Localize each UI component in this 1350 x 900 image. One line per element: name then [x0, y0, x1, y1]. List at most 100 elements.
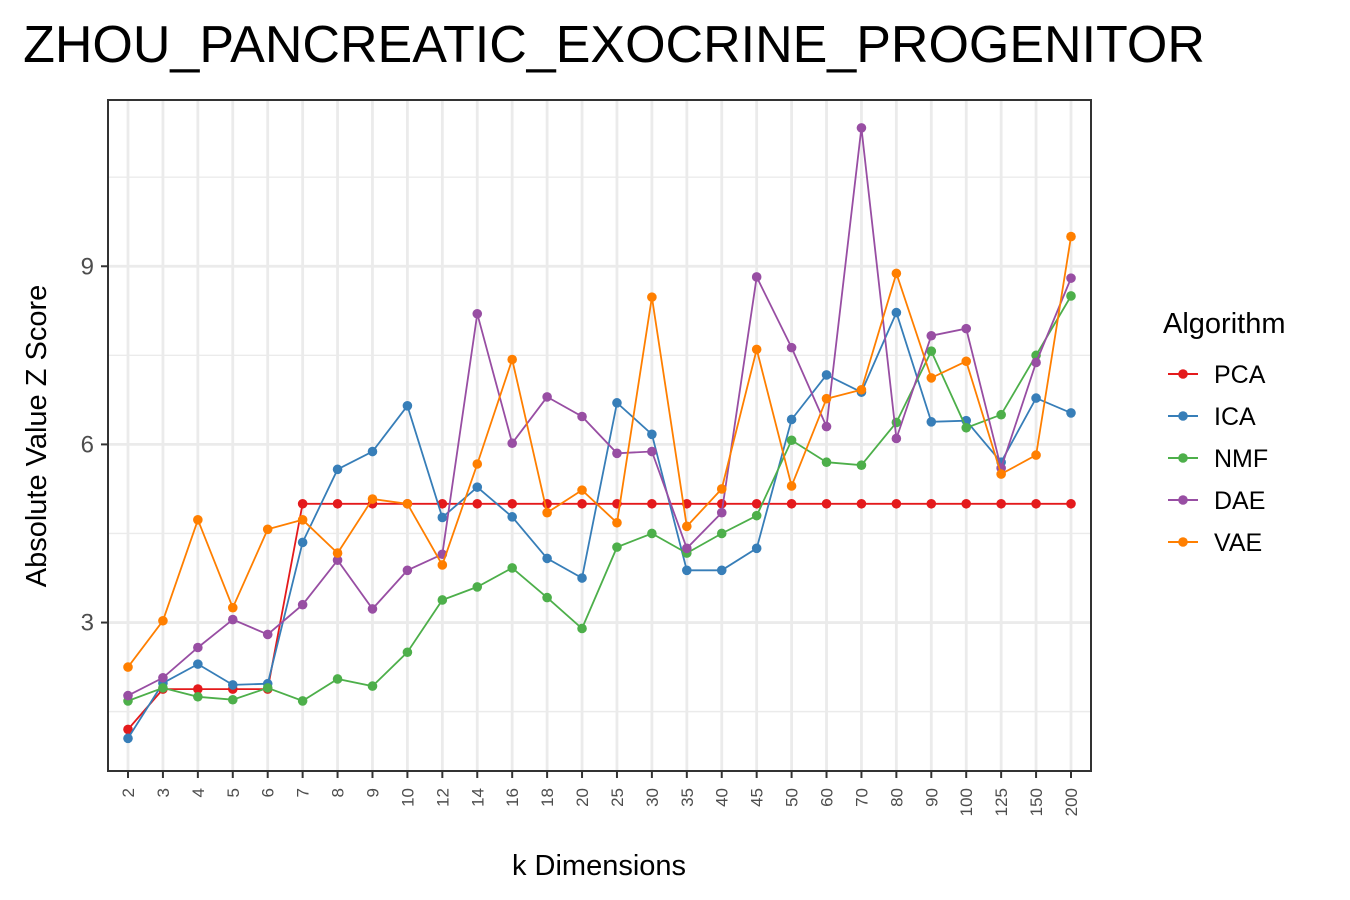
- series-line-vae: [127, 236, 1072, 668]
- data-point-vae: [193, 515, 203, 525]
- data-point-ica: [542, 553, 552, 564]
- data-point-nmf: [751, 510, 762, 521]
- data-point-pca: [961, 498, 972, 509]
- data-point-pca: [1031, 498, 1041, 509]
- x-tick-label: 18: [538, 788, 557, 807]
- data-point-ica: [437, 512, 448, 523]
- legend-label: NMF: [1214, 445, 1268, 473]
- data-point-nmf: [961, 422, 972, 433]
- data-point-dae: [367, 604, 378, 614]
- data-point-dae: [193, 642, 203, 653]
- data-point-vae: [716, 484, 727, 494]
- data-point-pca: [751, 498, 762, 509]
- data-point-dae: [227, 614, 238, 625]
- data-point-vae: [297, 515, 308, 525]
- data-point-dae: [856, 123, 867, 133]
- data-point-nmf: [612, 542, 622, 552]
- data-point-vae: [507, 354, 517, 365]
- data-point-nmf: [158, 683, 168, 693]
- x-tick-label: 90: [922, 788, 941, 807]
- data-point-nmf: [193, 691, 203, 702]
- x-tick-label: 25: [608, 788, 627, 807]
- data-point-vae: [332, 548, 343, 558]
- legend-label: ICA: [1214, 403, 1256, 431]
- legend-key-point: [1178, 411, 1188, 421]
- data-point-vae: [891, 268, 902, 279]
- data-point-pca: [507, 498, 517, 509]
- x-tick-label: 4: [189, 788, 208, 797]
- data-point-nmf: [227, 694, 238, 705]
- x-tick-label: 150: [1027, 788, 1046, 816]
- data-point-vae: [996, 469, 1006, 479]
- data-point-ica: [751, 543, 762, 554]
- x-tick-label: 200: [1062, 788, 1081, 816]
- x-tick-label: 30: [643, 788, 662, 807]
- data-point-nmf: [786, 435, 797, 446]
- data-point-dae: [926, 330, 937, 341]
- data-point-vae: [158, 615, 168, 626]
- data-point-ica: [227, 680, 238, 690]
- legend-title: Algorithm: [1163, 308, 1286, 340]
- data-point-nmf: [647, 528, 657, 539]
- x-tick-label: 12: [433, 788, 452, 807]
- series-dae: [123, 123, 1076, 701]
- data-point-dae: [577, 411, 587, 422]
- series-vae: [123, 231, 1076, 672]
- x-tick-label: 9: [363, 788, 382, 797]
- data-point-pca: [1066, 498, 1076, 509]
- data-point-dae: [751, 272, 762, 282]
- panel-border: [107, 99, 1092, 772]
- x-tick-label: 5: [224, 788, 243, 797]
- legend-item-vae: VAE: [1168, 529, 1262, 557]
- data-point-dae: [402, 565, 413, 576]
- data-point-vae: [577, 485, 587, 495]
- data-point-dae: [123, 690, 133, 701]
- data-point-pca: [786, 498, 797, 509]
- x-axis-title: k Dimensions: [512, 850, 686, 882]
- data-point-vae: [926, 373, 937, 383]
- x-tick-label: 40: [713, 788, 732, 807]
- data-point-pca: [332, 498, 343, 509]
- legend-key-point: [1178, 369, 1188, 379]
- data-point-dae: [647, 446, 657, 457]
- x-tick-label: 16: [503, 788, 522, 807]
- data-point-nmf: [297, 696, 308, 706]
- data-point-ica: [821, 370, 832, 380]
- x-tick-label: 2: [119, 788, 138, 797]
- data-point-ica: [367, 446, 378, 457]
- legend-label: PCA: [1214, 361, 1266, 389]
- data-point-vae: [647, 292, 657, 302]
- data-point-nmf: [821, 457, 832, 468]
- data-point-vae: [123, 662, 133, 672]
- data-point-dae: [786, 342, 797, 353]
- data-point-nmf: [402, 647, 413, 658]
- data-point-vae: [437, 560, 448, 570]
- legend-label: DAE: [1214, 487, 1265, 515]
- data-point-dae: [891, 433, 902, 444]
- data-point-pca: [647, 498, 657, 509]
- x-tick-label: 60: [818, 788, 837, 807]
- x-tick-label: 8: [329, 788, 348, 797]
- x-tick-label: 35: [678, 788, 697, 807]
- data-point-pca: [437, 498, 448, 509]
- data-point-dae: [542, 392, 552, 402]
- y-tick-label: 3: [81, 610, 94, 637]
- data-point-vae: [786, 481, 797, 491]
- data-point-vae: [612, 517, 622, 528]
- data-point-pca: [821, 498, 832, 509]
- legend-item-dae: DAE: [1168, 487, 1265, 515]
- legend-item-pca: PCA: [1168, 361, 1266, 389]
- series-line-ica: [127, 310, 1072, 739]
- legend-label: VAE: [1214, 529, 1262, 557]
- data-point-nmf: [577, 623, 587, 634]
- data-point-dae: [158, 672, 168, 683]
- x-tick-label: 100: [957, 788, 976, 816]
- data-point-dae: [332, 555, 343, 565]
- data-point-vae: [682, 521, 692, 532]
- data-point-pca: [926, 498, 937, 509]
- data-point-ica: [332, 464, 343, 475]
- data-point-ica: [402, 401, 413, 411]
- data-point-ica: [891, 307, 902, 318]
- data-point-pca: [856, 498, 867, 509]
